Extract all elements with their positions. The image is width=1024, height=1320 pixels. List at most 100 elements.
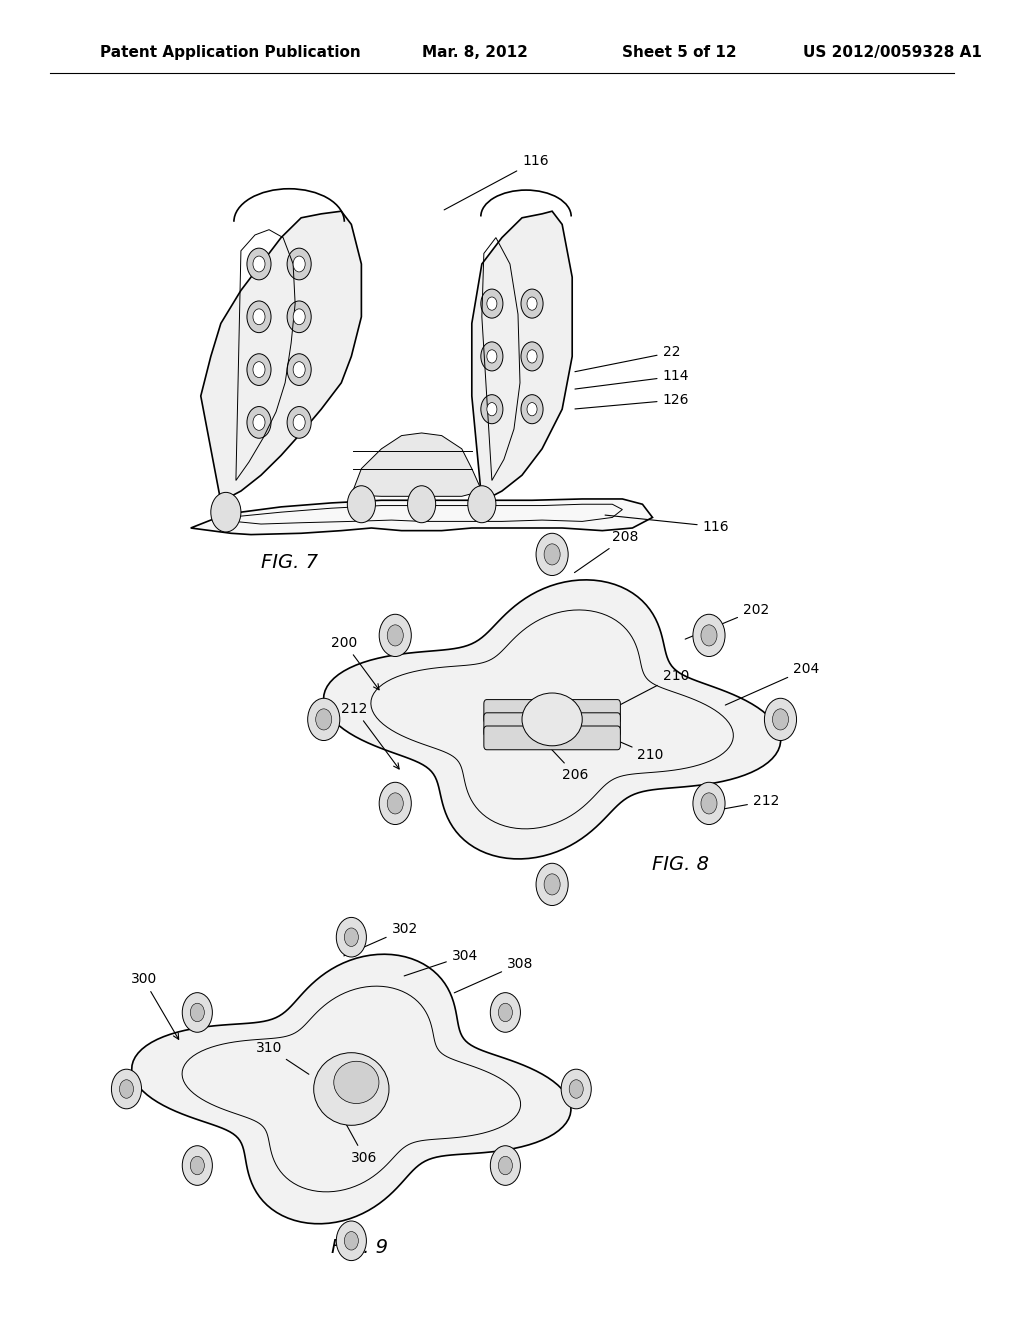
Polygon shape (351, 433, 482, 496)
Circle shape (247, 407, 271, 438)
Circle shape (481, 342, 503, 371)
Circle shape (772, 709, 788, 730)
Circle shape (486, 403, 497, 416)
Text: 306: 306 (343, 1118, 378, 1164)
Circle shape (182, 993, 212, 1032)
Text: 210: 210 (595, 731, 664, 762)
Circle shape (293, 256, 305, 272)
Text: 206: 206 (544, 742, 589, 781)
Circle shape (527, 297, 537, 310)
Circle shape (112, 1069, 141, 1109)
Circle shape (287, 354, 311, 385)
Circle shape (379, 614, 412, 656)
Circle shape (211, 492, 241, 532)
Circle shape (347, 486, 376, 523)
Text: FIG. 9: FIG. 9 (332, 1238, 388, 1257)
Text: Mar. 8, 2012: Mar. 8, 2012 (422, 45, 527, 61)
Circle shape (336, 917, 367, 957)
Circle shape (120, 1080, 133, 1098)
Circle shape (293, 414, 305, 430)
Circle shape (569, 1080, 584, 1098)
Circle shape (182, 1146, 212, 1185)
Circle shape (486, 297, 497, 310)
Polygon shape (472, 211, 572, 502)
Circle shape (379, 783, 412, 825)
Circle shape (693, 614, 725, 656)
Circle shape (307, 698, 340, 741)
Text: FIG. 8: FIG. 8 (652, 855, 710, 874)
Text: Sheet 5 of 12: Sheet 5 of 12 (623, 45, 737, 61)
Text: 304: 304 (404, 949, 478, 975)
Text: 210: 210 (620, 669, 689, 705)
Circle shape (287, 407, 311, 438)
Circle shape (293, 362, 305, 378)
Circle shape (536, 533, 568, 576)
Circle shape (693, 783, 725, 825)
Circle shape (336, 1221, 367, 1261)
Circle shape (521, 342, 543, 371)
Circle shape (701, 793, 717, 814)
Text: 212: 212 (711, 795, 779, 812)
FancyBboxPatch shape (484, 713, 621, 737)
Ellipse shape (334, 1061, 379, 1104)
Circle shape (190, 1156, 205, 1175)
Text: 212: 212 (341, 702, 399, 770)
Circle shape (544, 544, 560, 565)
Circle shape (253, 362, 265, 378)
Text: 116: 116 (444, 154, 549, 210)
Circle shape (499, 1156, 512, 1175)
Text: US 2012/0059328 A1: US 2012/0059328 A1 (803, 45, 982, 61)
Circle shape (765, 698, 797, 741)
Circle shape (499, 1003, 512, 1022)
Polygon shape (201, 211, 361, 502)
Circle shape (287, 248, 311, 280)
Circle shape (344, 928, 358, 946)
Circle shape (701, 624, 717, 645)
Circle shape (561, 1069, 591, 1109)
Circle shape (387, 793, 403, 814)
Text: 22: 22 (574, 346, 680, 372)
Circle shape (253, 256, 265, 272)
Text: 302: 302 (344, 923, 418, 956)
Text: 204: 204 (725, 663, 819, 705)
Text: 308: 308 (455, 957, 534, 993)
Circle shape (344, 1232, 358, 1250)
Circle shape (247, 354, 271, 385)
Circle shape (247, 301, 271, 333)
Text: 208: 208 (574, 531, 639, 573)
Circle shape (287, 301, 311, 333)
Text: Patent Application Publication: Patent Application Publication (100, 45, 361, 61)
Circle shape (486, 350, 497, 363)
FancyBboxPatch shape (484, 726, 621, 750)
Circle shape (490, 993, 520, 1032)
Ellipse shape (313, 1053, 389, 1125)
Polygon shape (324, 579, 780, 859)
Circle shape (293, 309, 305, 325)
Circle shape (527, 403, 537, 416)
Text: 300: 300 (130, 973, 178, 1039)
Circle shape (521, 289, 543, 318)
Circle shape (468, 486, 496, 523)
Circle shape (387, 624, 403, 645)
Circle shape (527, 350, 537, 363)
Circle shape (481, 289, 503, 318)
Circle shape (408, 486, 435, 523)
Circle shape (253, 414, 265, 430)
Text: 114: 114 (574, 370, 689, 389)
Circle shape (521, 395, 543, 424)
FancyBboxPatch shape (484, 700, 621, 723)
Circle shape (490, 1146, 520, 1185)
Polygon shape (132, 954, 571, 1224)
Ellipse shape (522, 693, 583, 746)
Circle shape (481, 395, 503, 424)
Polygon shape (190, 499, 652, 535)
Text: 202: 202 (685, 603, 769, 639)
Circle shape (544, 874, 560, 895)
Circle shape (315, 709, 332, 730)
Text: 310: 310 (256, 1041, 309, 1074)
Text: 126: 126 (574, 393, 689, 409)
Text: 200: 200 (332, 636, 379, 690)
Circle shape (247, 248, 271, 280)
Circle shape (253, 309, 265, 325)
Circle shape (536, 863, 568, 906)
